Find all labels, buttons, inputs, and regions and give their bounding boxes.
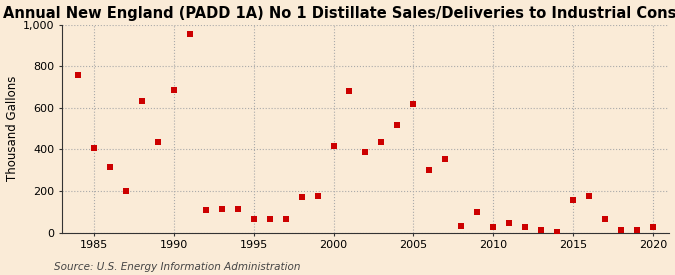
Point: [472, 210, 483, 214]
Point: [248, 217, 259, 221]
Point: [280, 217, 291, 221]
Point: [440, 156, 451, 161]
Point: [120, 189, 131, 193]
Point: [312, 194, 323, 198]
Point: [376, 140, 387, 144]
Point: [216, 207, 227, 211]
Point: [264, 217, 275, 221]
Point: [184, 32, 195, 36]
Point: [408, 101, 418, 106]
Point: [392, 123, 403, 128]
Point: [488, 225, 499, 230]
Point: [536, 228, 547, 233]
Point: [105, 165, 115, 169]
Point: [328, 144, 339, 148]
Point: [88, 146, 99, 150]
Point: [360, 150, 371, 155]
Point: [520, 225, 531, 230]
Point: [648, 225, 659, 230]
Point: [232, 207, 243, 211]
Title: Annual New England (PADD 1A) No 1 Distillate Sales/Deliveries to Industrial Cons: Annual New England (PADD 1A) No 1 Distil…: [3, 6, 675, 21]
Y-axis label: Thousand Gallons: Thousand Gallons: [5, 76, 18, 181]
Point: [153, 140, 163, 144]
Point: [72, 73, 83, 78]
Point: [616, 228, 626, 233]
Point: [344, 89, 355, 93]
Point: [296, 195, 307, 199]
Point: [136, 99, 147, 104]
Point: [200, 207, 211, 212]
Point: [456, 224, 466, 229]
Point: [424, 168, 435, 172]
Point: [168, 88, 179, 92]
Point: [504, 221, 515, 226]
Text: Source: U.S. Energy Information Administration: Source: U.S. Energy Information Administ…: [54, 262, 300, 272]
Point: [568, 198, 578, 202]
Point: [600, 217, 611, 221]
Point: [632, 228, 643, 233]
Point: [584, 194, 595, 198]
Point: [552, 229, 563, 234]
